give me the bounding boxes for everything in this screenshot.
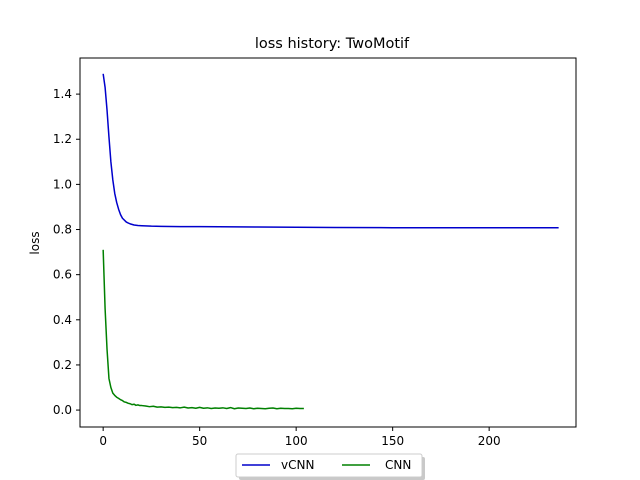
x-tick-label: 100 bbox=[285, 434, 308, 448]
x-tick-label: 200 bbox=[478, 434, 501, 448]
y-tick-label: 1.4 bbox=[53, 87, 72, 101]
y-tick-label: 0.6 bbox=[53, 268, 72, 282]
y-tick-label: 0.4 bbox=[53, 313, 72, 327]
chart-title: loss history: TwoMotif bbox=[255, 36, 410, 52]
legend-label-vcnn: vCNN bbox=[281, 458, 314, 472]
y-tick-label: 1.0 bbox=[53, 177, 72, 191]
y-axis-label: loss bbox=[28, 231, 42, 254]
x-tick-label: 0 bbox=[99, 434, 107, 448]
axes-background bbox=[80, 58, 576, 427]
y-tick-label: 0.0 bbox=[53, 403, 72, 417]
x-tick-label: 150 bbox=[381, 434, 404, 448]
legend: vCNN CNN bbox=[236, 454, 425, 480]
x-tick-label: 50 bbox=[192, 434, 207, 448]
y-tick-label: 0.2 bbox=[53, 358, 72, 372]
legend-label-cnn: CNN bbox=[385, 458, 411, 472]
y-tick-label: 1.2 bbox=[53, 132, 72, 146]
plot-area: 0 50 100 150 200 0.0 0.2 0.4 0.6 0.8 1.0 1.2 1.4 bbox=[53, 58, 576, 448]
y-tick-label: 0.8 bbox=[53, 223, 72, 237]
